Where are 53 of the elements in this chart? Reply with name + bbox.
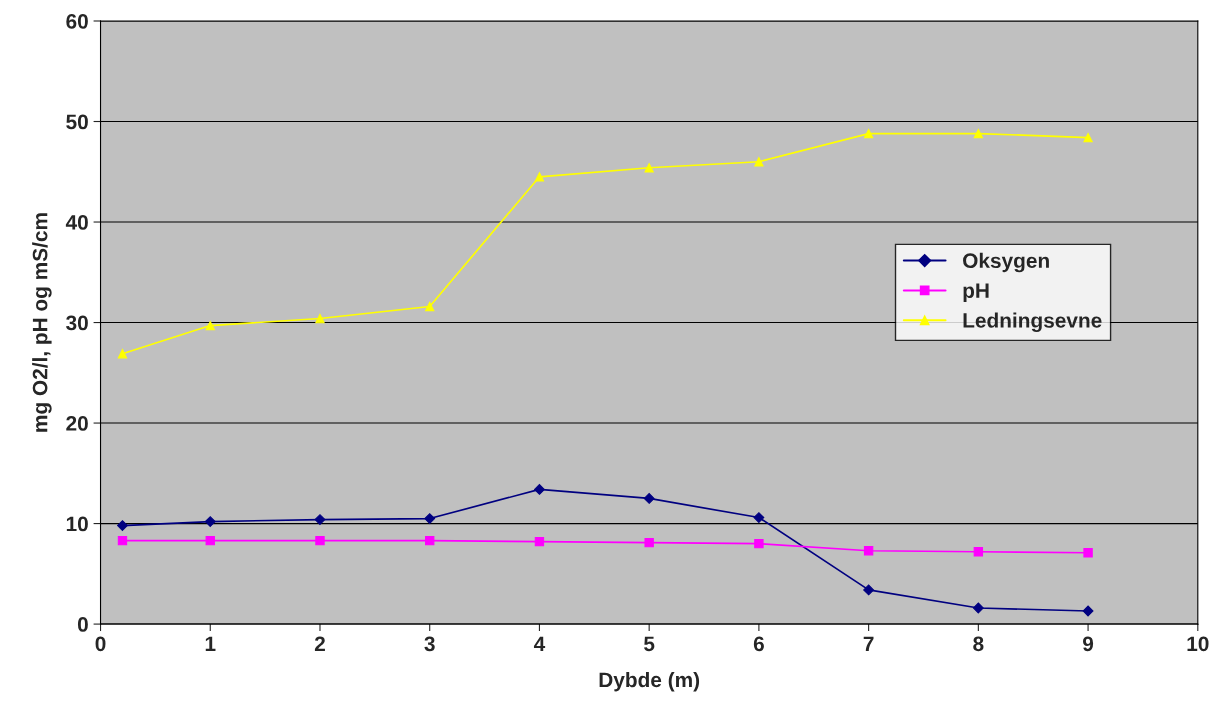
x-tick-label: 1 — [205, 636, 216, 651]
point — [643, 493, 655, 504]
point — [863, 128, 874, 139]
point — [753, 512, 765, 523]
legend-label: Oksygen — [963, 252, 1049, 273]
point — [117, 520, 128, 532]
x-tick-label: 6 — [753, 636, 764, 652]
x-tick-label: 9 — [1083, 636, 1094, 652]
point — [117, 349, 128, 359]
point — [425, 535, 435, 546]
point — [863, 546, 874, 556]
x-tick-label: 4 — [533, 636, 546, 651]
point — [315, 535, 325, 546]
x-axis-title: Dybde (m) — [599, 671, 700, 692]
point — [973, 128, 984, 139]
y-tick-label: 40 — [65, 215, 88, 230]
point — [204, 516, 216, 527]
point — [205, 320, 215, 331]
x-tick-label: 7 — [863, 636, 874, 651]
point — [425, 301, 435, 312]
y-tick-label: 30 — [66, 315, 88, 331]
legend-label: pH — [963, 283, 989, 303]
legend-label: Ledningsevne — [963, 312, 1102, 333]
point — [424, 513, 436, 524]
y-tick-label: 60 — [66, 14, 88, 29]
point — [1083, 132, 1093, 143]
point — [534, 483, 545, 495]
point — [205, 535, 215, 546]
point — [754, 157, 764, 167]
y-tick-label: 50 — [66, 114, 88, 130]
point — [534, 172, 545, 182]
point — [754, 538, 764, 549]
point — [1082, 605, 1094, 617]
x-tick-label: 10 — [1187, 636, 1209, 652]
point — [314, 514, 326, 525]
x-tick-label: 2 — [314, 636, 325, 651]
point — [644, 163, 654, 173]
point — [1083, 548, 1093, 558]
point — [863, 584, 875, 596]
y-tick-label: 0 — [77, 617, 88, 632]
x-tick-label: 3 — [424, 636, 435, 652]
y-axis-title: mg O2/l, pH og mS/cm — [32, 213, 52, 432]
point — [117, 535, 128, 546]
x-tick-label: 5 — [644, 636, 655, 652]
y-tick-label: 10 — [66, 516, 88, 532]
point — [315, 313, 325, 324]
point — [972, 602, 984, 614]
x-tick-label: 8 — [973, 636, 984, 652]
x-tick-label: 0 — [95, 636, 106, 652]
point — [644, 537, 654, 548]
point — [973, 547, 984, 557]
y-tick-label: 20 — [66, 416, 88, 431]
point — [534, 536, 545, 547]
